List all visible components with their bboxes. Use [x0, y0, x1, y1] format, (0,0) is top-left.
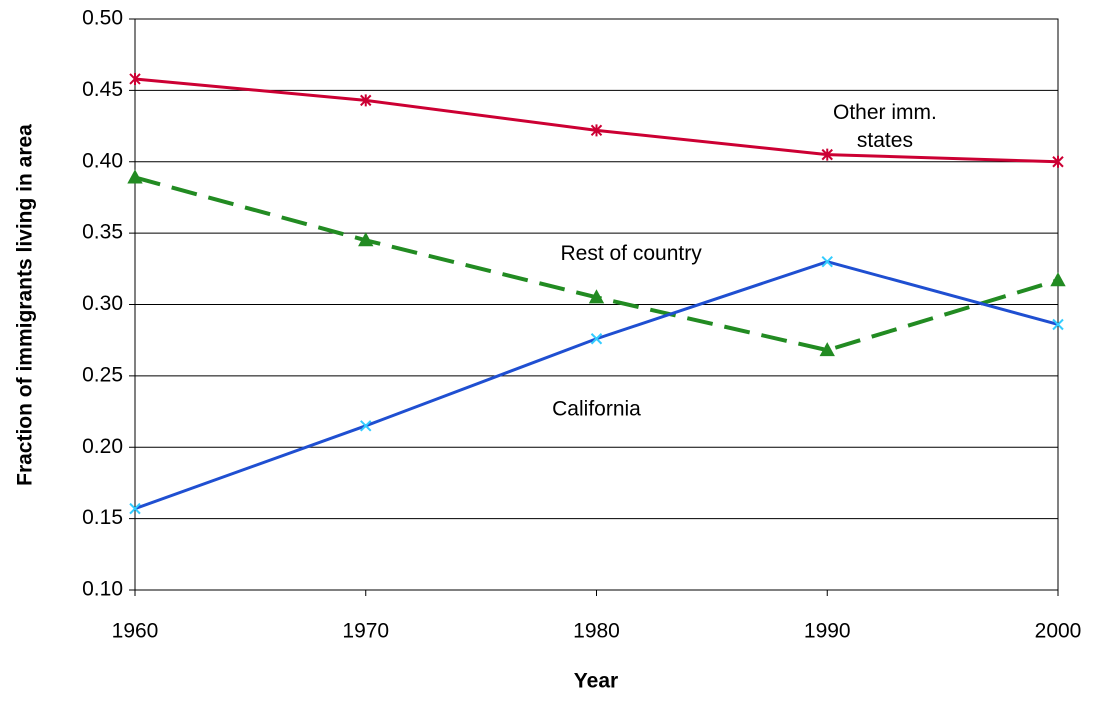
- annotation: states: [857, 129, 913, 152]
- x-tick-label: 1970: [342, 620, 389, 643]
- y-tick-label: 0.50: [82, 7, 123, 30]
- y-tick-label: 0.15: [82, 506, 123, 529]
- x-tick-label: 1980: [573, 620, 620, 643]
- annotation: California: [552, 398, 641, 421]
- y-tick-label: 0.35: [82, 221, 123, 244]
- y-tick-label: 0.45: [82, 78, 123, 101]
- marker: [1052, 318, 1064, 331]
- annotation: Other imm.: [833, 101, 937, 124]
- marker: [1050, 272, 1066, 287]
- marker: [360, 94, 372, 107]
- y-tick-label: 0.20: [82, 435, 123, 458]
- marker: [821, 255, 833, 268]
- marker: [360, 420, 372, 432]
- y-tick-label: 0.25: [82, 363, 123, 386]
- marker: [819, 342, 835, 357]
- marker: [127, 169, 143, 184]
- marker: [129, 72, 141, 85]
- marker: [821, 148, 833, 161]
- y-tick-label: 0.30: [82, 292, 123, 315]
- marker: [590, 333, 603, 345]
- plot-frame: [134, 18, 1059, 591]
- x-axis-title: Year: [574, 670, 618, 693]
- y-axis-title: Fraction of immigrants living in area: [14, 124, 37, 486]
- marker: [590, 124, 603, 137]
- x-tick-label: 1990: [804, 620, 851, 643]
- marker: [588, 289, 605, 304]
- marker: [129, 502, 141, 515]
- annotation: Rest of country: [560, 242, 702, 265]
- y-tick-label: 0.10: [82, 578, 123, 601]
- x-tick-label: 1960: [112, 620, 159, 643]
- x-tick-label: 2000: [1035, 620, 1082, 643]
- marker: [1052, 155, 1064, 168]
- y-tick-label: 0.40: [82, 149, 123, 172]
- marker: [358, 232, 374, 247]
